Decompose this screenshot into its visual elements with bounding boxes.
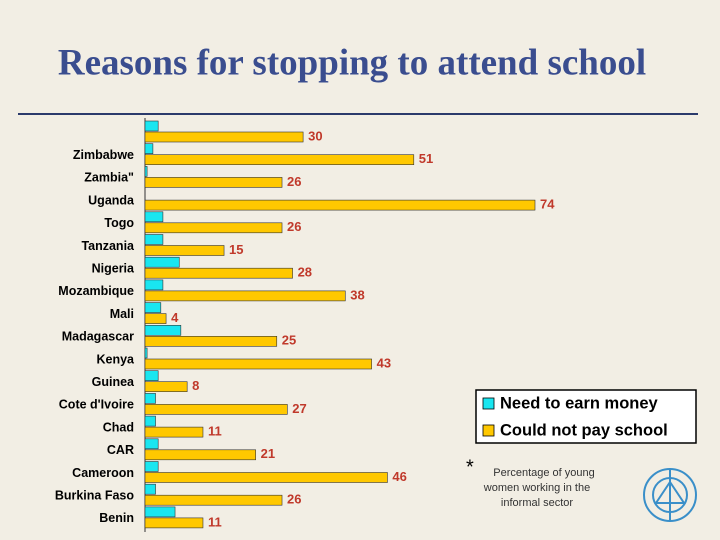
category-label: CAR: [107, 443, 134, 457]
logo: [643, 468, 697, 522]
value-label: 43: [377, 355, 391, 370]
bar: [144, 324, 182, 336]
category-label: Kenya: [96, 352, 135, 366]
bar: [144, 279, 164, 291]
bar: [144, 154, 415, 165]
bar: [144, 426, 204, 438]
bar: [144, 404, 288, 415]
value-label: 30: [308, 128, 322, 143]
footnote-marker: *: [466, 456, 474, 478]
value-label: 11: [208, 424, 222, 439]
bar: [144, 245, 225, 256]
value-label: 8: [192, 378, 199, 393]
bar: [144, 211, 164, 223]
value-label: 74: [540, 197, 555, 212]
bar: [144, 517, 204, 529]
bar: [144, 120, 159, 132]
legend-label: Could not pay school: [500, 421, 668, 439]
category-label: Uganda: [88, 193, 135, 207]
value-label: 51: [419, 151, 433, 166]
bar: [144, 256, 180, 268]
footnote: Percentage of young women working in the…: [483, 467, 595, 509]
category-label: Mozambique: [58, 284, 134, 298]
bar: [144, 472, 388, 483]
bar: [144, 131, 304, 143]
value-label: 11: [208, 514, 222, 529]
bar: [144, 393, 156, 404]
bar: [144, 506, 176, 518]
value-label: 25: [282, 333, 296, 348]
category-label: Chad: [103, 420, 134, 434]
bar: [144, 222, 283, 234]
category-label: Madagascar: [62, 330, 134, 344]
category-label: Nigeria: [92, 261, 135, 275]
category-label: Guinea: [92, 375, 135, 389]
value-label: 4: [171, 310, 179, 325]
bar: [144, 313, 167, 324]
bar: [144, 290, 346, 302]
value-label: 28: [298, 265, 312, 280]
bar: [144, 177, 283, 188]
category-label: Mali: [110, 307, 134, 321]
footnote-box: Percentage of young women working in the…: [483, 467, 595, 509]
bar: [144, 358, 372, 370]
bar: [144, 335, 278, 347]
value-label: 27: [292, 401, 306, 416]
bar: [144, 199, 536, 211]
value-label: 38: [350, 287, 364, 302]
bar: [144, 483, 156, 495]
bar: [144, 143, 154, 154]
value-label: 15: [229, 242, 243, 257]
category-label: Burkina Faso: [55, 488, 135, 502]
category-label: Cote d'Ivoire: [59, 398, 134, 412]
bar: [144, 438, 159, 450]
category-label: Benin: [99, 511, 134, 525]
category-label: Zambia": [84, 171, 134, 185]
value-label: 21: [261, 446, 275, 461]
value-label: 26: [287, 219, 301, 234]
bar: [144, 234, 164, 245]
bar: [144, 267, 293, 279]
value-label: 46: [392, 469, 406, 484]
category-label: Cameroon: [72, 466, 134, 480]
value-label: 26: [287, 174, 301, 189]
bar: [144, 370, 159, 382]
bar: [144, 461, 159, 472]
chart-title: Reasons for stopping to attend school: [58, 42, 646, 83]
category-label: Zimbabwe: [73, 148, 134, 162]
bar: [144, 302, 162, 313]
bar: [144, 166, 148, 177]
bar: [144, 381, 188, 393]
legend-swatch: [482, 424, 495, 437]
legend: [475, 389, 697, 444]
bar: [144, 494, 283, 506]
category-label: Tanzania: [81, 239, 135, 253]
bar: [144, 415, 156, 427]
value-label: 26: [287, 492, 301, 507]
legend-label: Need to earn money: [500, 394, 659, 412]
bar: [144, 347, 148, 359]
bar: [144, 449, 256, 461]
category-label: Togo: [104, 216, 134, 230]
legend-swatch: [482, 397, 495, 410]
